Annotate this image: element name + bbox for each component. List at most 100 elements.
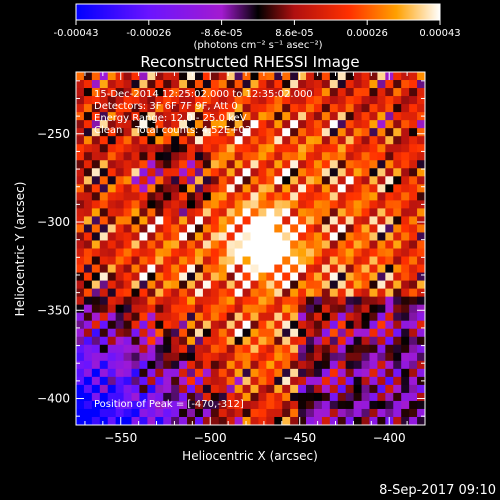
heatmap-cell <box>131 128 141 137</box>
heatmap-cell <box>218 168 228 177</box>
heatmap-cell <box>107 152 117 161</box>
heatmap-cell <box>282 376 291 386</box>
heatmap-cell <box>179 80 188 89</box>
heatmap-cell <box>377 248 386 258</box>
heatmap-cell <box>91 304 101 314</box>
heatmap-cell <box>345 368 355 378</box>
heatmap-cell <box>91 168 101 177</box>
heatmap-cell <box>202 288 212 298</box>
heatmap-cell <box>115 392 125 402</box>
heatmap-cell <box>83 160 93 169</box>
heatmap-cell <box>385 112 394 121</box>
heatmap-cell <box>417 328 425 338</box>
heatmap-cell <box>115 320 125 330</box>
heatmap-cell <box>99 296 109 306</box>
heatmap-cell <box>274 344 283 354</box>
heatmap-cell <box>321 264 331 274</box>
heatmap-cell <box>226 128 236 137</box>
heatmap-cell <box>290 96 299 105</box>
heatmap-cell <box>306 72 315 81</box>
heatmap-cell <box>83 232 93 242</box>
heatmap-cell <box>298 272 307 282</box>
heatmap-cell <box>417 320 425 330</box>
heatmap-cell <box>107 256 117 266</box>
heatmap-cell <box>329 256 339 266</box>
heatmap-cell <box>282 336 291 346</box>
axes: −550 −500 −450 −400−250−300−350−400 <box>37 72 426 445</box>
heatmap-cell <box>313 144 323 153</box>
heatmap-cell <box>83 288 93 298</box>
heatmap-cell <box>163 416 172 425</box>
heatmap-cell <box>242 264 252 274</box>
heatmap-cell <box>155 408 164 418</box>
heatmap-cell <box>83 184 93 193</box>
heatmap-cell <box>329 192 339 201</box>
heatmap-cell <box>91 288 101 298</box>
heatmap-cell <box>226 112 236 121</box>
heatmap-cell <box>218 80 228 89</box>
heatmap-cell <box>226 136 236 145</box>
heatmap-cell <box>123 176 133 185</box>
heatmap-cell <box>290 128 299 137</box>
heatmap-cell <box>83 400 93 410</box>
heatmap-cell <box>306 240 315 250</box>
heatmap-cell <box>409 128 418 137</box>
heatmap-cell <box>83 376 93 386</box>
heatmap-cell <box>369 128 379 137</box>
heatmap-cell <box>99 376 109 386</box>
heatmap-cell <box>361 304 371 314</box>
heatmap-cell <box>171 320 180 330</box>
heatmap-cell <box>147 88 156 97</box>
heatmap-cell <box>369 176 379 185</box>
heatmap-cell <box>123 184 133 193</box>
heatmap-cell <box>163 328 172 338</box>
heatmap-cell <box>76 352 85 362</box>
heatmap-cell <box>99 200 109 209</box>
heatmap-cell <box>306 392 315 402</box>
heatmap-cell <box>329 360 339 370</box>
heatmap-cell <box>226 368 236 378</box>
heatmap-cell <box>187 248 196 258</box>
heatmap-cell <box>123 312 133 322</box>
heatmap-cell <box>155 200 164 209</box>
heatmap-cell <box>242 208 252 218</box>
heatmap-cell <box>306 184 315 193</box>
heatmap-cell <box>337 136 347 145</box>
heatmap-cell <box>345 152 355 161</box>
heatmap-cell <box>210 104 220 113</box>
heatmap-cell <box>361 160 371 169</box>
heatmap-cell <box>155 280 164 290</box>
heatmap-cell <box>226 376 236 386</box>
heatmap-cell <box>377 144 386 153</box>
heatmap-cell <box>139 216 148 226</box>
heatmap-cell <box>369 160 379 169</box>
heatmap-cell <box>226 184 236 193</box>
heatmap-cell <box>306 296 315 306</box>
heatmap-cell <box>234 376 244 386</box>
heatmap-cell <box>155 304 164 314</box>
heatmap-cell <box>417 344 425 354</box>
heatmap-cell <box>187 104 196 113</box>
heatmap-cell <box>306 400 315 410</box>
heatmap-cell <box>76 264 85 274</box>
heatmap-cell <box>76 96 85 105</box>
heatmap-cell <box>123 192 133 201</box>
heatmap-cell <box>210 328 220 338</box>
heatmap-cell <box>155 216 164 226</box>
heatmap-cell <box>210 120 220 129</box>
heatmap-cell <box>163 192 172 201</box>
heatmap-cell <box>99 352 109 362</box>
heatmap-cell <box>321 120 331 129</box>
heatmap-cell <box>99 232 109 242</box>
heatmap-cell <box>194 104 204 113</box>
heatmap-cell <box>377 96 386 105</box>
heatmap-cell <box>194 224 204 234</box>
colorbar-tick-label: 0.00026 <box>347 28 388 39</box>
heatmap-cell <box>155 368 164 378</box>
heatmap-cell <box>202 400 212 410</box>
heatmap-cell <box>131 416 141 425</box>
heatmap-cell <box>99 104 109 113</box>
heatmap-cell <box>76 376 85 386</box>
heatmap-cell <box>337 328 347 338</box>
heatmap-cell <box>163 120 172 129</box>
